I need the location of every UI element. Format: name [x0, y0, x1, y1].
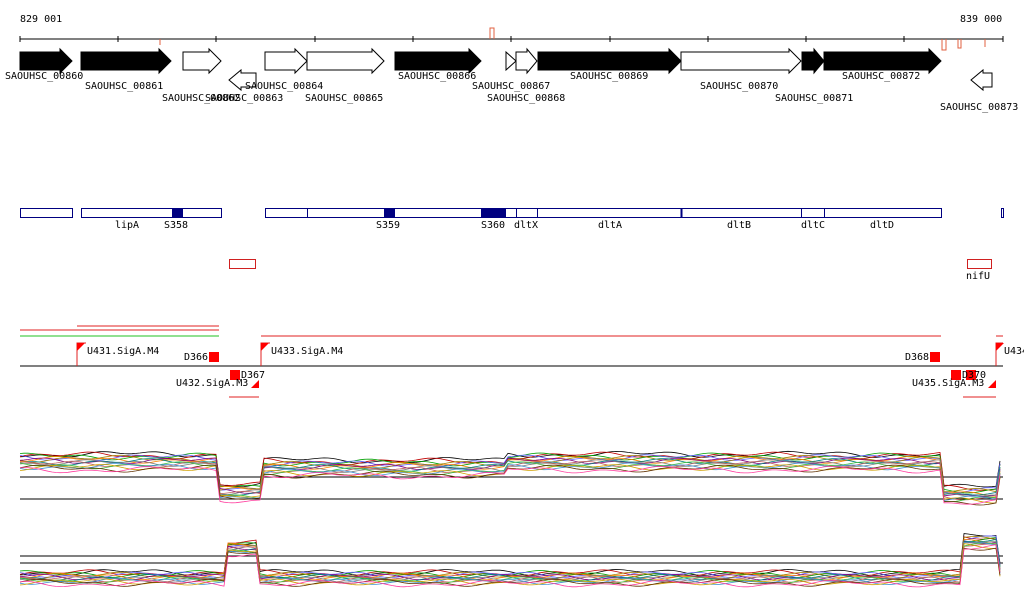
promoter-label: U435.SigA.M3 [912, 378, 984, 389]
promoter-label: D370 [962, 370, 986, 381]
gene-label: SAOUHSC_00871 [775, 93, 853, 104]
feature-label: dltX [514, 220, 538, 231]
gene-label: SAOUHSC_00872 [842, 71, 920, 82]
expression-trace [19, 465, 1001, 505]
expression-trace [19, 536, 1001, 578]
feature-boxes [20, 208, 1004, 269]
promoter-label: U433.SigA.M4 [271, 346, 343, 357]
gene-label: SAOUHSC_00867 [472, 81, 550, 92]
promoter-label: U431.SigA.M4 [87, 346, 159, 357]
feature-label: dltB [727, 220, 751, 231]
gene-label: SAOUHSC_00869 [570, 71, 648, 82]
expression-trace [19, 462, 1001, 501]
feature-label: dltC [801, 220, 825, 231]
gene-label: SAOUHSC_00873 [940, 102, 1018, 113]
promoter-labels: U431.SigA.M4 D366 U432.SigA.M3 D367 U433… [87, 346, 1024, 389]
gene-label: SAOUHSC_00870 [700, 81, 778, 92]
promoter-label: U434 [1004, 346, 1024, 357]
promoter-label: D367 [241, 370, 265, 381]
gene-label: SAOUHSC_00860 [5, 71, 83, 82]
feature-label: dltA [598, 220, 622, 231]
gene-labels: SAOUHSC_00860 SAOUHSC_00861 SAOUHSC_0086… [5, 71, 1018, 113]
expression-trace [19, 454, 1001, 494]
expression-trace [19, 461, 1001, 503]
gene-arrows [19, 47, 993, 92]
feature-label: nifU [966, 271, 990, 282]
feature-label: S359 [376, 220, 400, 231]
feature-label: S358 [164, 220, 188, 231]
gene-label: SAOUHSC_00862 [162, 93, 240, 104]
promoter-marks [77, 343, 1004, 388]
promoter-label: U432.SigA.M3 [176, 378, 248, 389]
expression-trace [20, 460, 1001, 501]
ruler-marks [159, 27, 986, 51]
gene-label: SAOUHSC_00861 [85, 81, 163, 92]
expression-trace [19, 533, 1001, 576]
expression-trace [19, 535, 1001, 579]
expression-panel [19, 533, 1003, 588]
gene-label: SAOUHSC_00863 [205, 93, 283, 104]
feature-labels: lipA S358 S359 S360 dltX dltA dltB dltC … [115, 220, 990, 282]
ruler-start: 829 001 [20, 14, 62, 25]
ruler [19, 36, 1004, 42]
ruler-end: 839 000 [960, 14, 1002, 25]
expression-trace [19, 455, 1001, 497]
expression-trace [19, 457, 1001, 497]
gene-label: SAOUHSC_00865 [305, 93, 383, 104]
transcripts [20, 325, 1003, 398]
expression-trace [19, 464, 1001, 504]
promoter-label: D368 [905, 352, 929, 363]
gene-label: SAOUHSC_00868 [487, 93, 565, 104]
expression-panel [19, 450, 1003, 506]
gene-label: SAOUHSC_00866 [398, 71, 476, 82]
expression-trace [19, 539, 1001, 582]
expression-trace [19, 450, 1001, 488]
feature-label: S360 [481, 220, 505, 231]
expression-trace [19, 535, 1001, 580]
feature-label: dltD [870, 220, 894, 231]
feature-label: lipA [115, 220, 139, 231]
gene-label: SAOUHSC_00864 [245, 81, 323, 92]
expression-trace [19, 541, 1001, 581]
expression-trace [19, 547, 1001, 587]
expression-trace [19, 454, 1001, 493]
expression-trace [19, 544, 1001, 588]
expression-trace [19, 541, 1001, 583]
promoter-label: D366 [184, 352, 208, 363]
